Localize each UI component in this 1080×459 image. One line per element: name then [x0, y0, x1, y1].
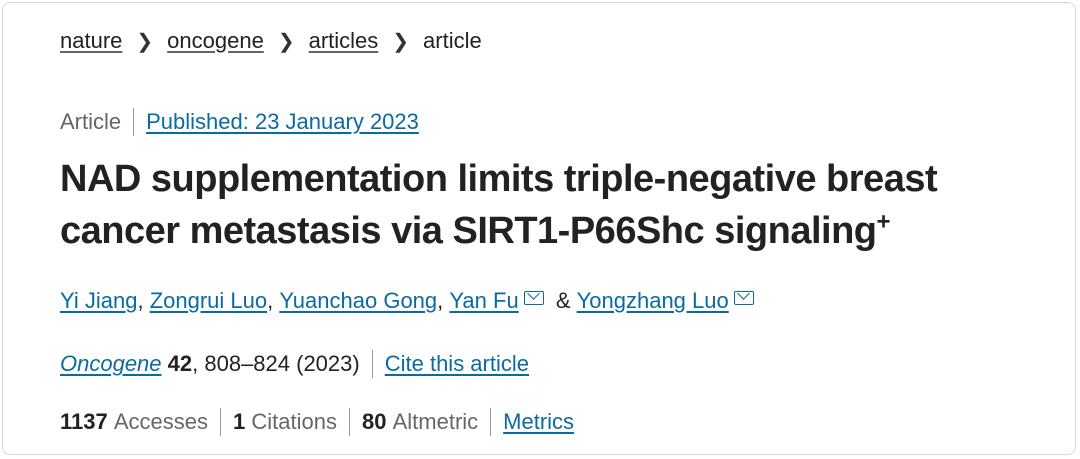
author-link[interactable]: Yuanchao Gong	[279, 288, 438, 313]
article-meta: Article Published: 23 January 2023	[60, 108, 419, 136]
author-separator: ,	[267, 288, 280, 313]
citations-count: 1	[233, 409, 246, 434]
chevron-right-icon: ❯	[136, 30, 154, 53]
breadcrumb-oncogene[interactable]: oncogene	[167, 28, 264, 53]
author-separator: ,	[137, 288, 150, 313]
journal-link[interactable]: Oncogene	[60, 351, 162, 376]
author-separator: &	[549, 288, 577, 313]
title-text: NAD supplementation limits triple-negati…	[60, 158, 938, 252]
breadcrumb-nature[interactable]: nature	[60, 28, 123, 53]
email-icon[interactable]	[733, 291, 754, 305]
divider	[220, 408, 222, 436]
author-list: Yi Jiang, Zongrui Luo, Yuanchao Gong, Ya…	[60, 288, 760, 314]
accesses-count: 1137	[60, 409, 108, 434]
accesses-label: Accesses	[113, 409, 209, 434]
divider	[490, 408, 492, 436]
chevron-right-icon: ❯	[392, 30, 410, 53]
author-link[interactable]: Yongzhang Luo	[576, 288, 729, 313]
author-link[interactable]: Zongrui Luo	[149, 288, 268, 313]
breadcrumb-current: article	[423, 28, 482, 53]
metrics-link[interactable]: Metrics	[503, 409, 575, 434]
page-title: NAD supplementation limits triple-negati…	[60, 153, 1060, 257]
cite-article-link[interactable]: Cite this article	[384, 351, 529, 376]
divider	[133, 108, 135, 136]
altmetric-count: 80	[361, 409, 387, 434]
published-date-link[interactable]: Published: 23 January 2023	[146, 109, 419, 134]
chevron-right-icon: ❯	[277, 30, 295, 53]
divider	[371, 350, 373, 378]
breadcrumb-articles[interactable]: articles	[308, 28, 379, 53]
citations-label: Citations	[251, 409, 337, 434]
author-link[interactable]: Yi Jiang	[60, 288, 138, 313]
title-mark: +	[876, 208, 891, 236]
volume: 42	[167, 351, 193, 376]
breadcrumb: nature ❯ oncogene ❯ articles ❯ article	[60, 28, 482, 54]
altmetric-label: Altmetric	[392, 409, 479, 434]
email-icon[interactable]	[523, 291, 544, 305]
article-type: Article	[60, 109, 122, 134]
article-metrics: 1137 Accesses 1 Citations 80 Altmetric M…	[60, 408, 574, 436]
author-separator: ,	[437, 288, 450, 313]
pages: , 808–824 (2023)	[192, 351, 360, 376]
divider	[348, 408, 350, 436]
citation-line: Oncogene 42, 808–824 (2023) Cite this ar…	[60, 350, 529, 378]
author-link[interactable]: Yan Fu	[449, 288, 519, 313]
